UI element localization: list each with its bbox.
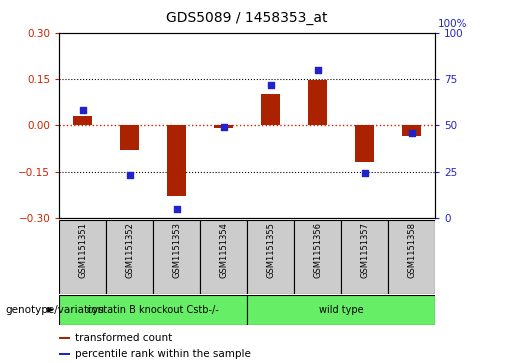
Bar [341, 220, 388, 294]
Point [173, 205, 181, 211]
Text: GSM1151354: GSM1151354 [219, 222, 228, 278]
Text: cystatin B knockout Cstb-/-: cystatin B knockout Cstb-/- [88, 305, 219, 315]
Text: GDS5089 / 1458353_at: GDS5089 / 1458353_at [166, 11, 328, 25]
Text: GSM1151352: GSM1151352 [125, 222, 134, 278]
Bar [261, 94, 280, 125]
Text: genotype/variation: genotype/variation [5, 305, 104, 315]
Bar [59, 337, 70, 339]
Point [79, 107, 87, 113]
Bar [355, 125, 374, 162]
Bar [59, 354, 70, 355]
Point [360, 171, 369, 176]
Bar [247, 295, 435, 325]
Text: 100%: 100% [438, 19, 467, 29]
Bar [73, 116, 92, 125]
Point [267, 82, 275, 87]
Bar [121, 125, 139, 150]
Bar [59, 220, 106, 294]
Bar [167, 125, 186, 196]
Text: GSM1151355: GSM1151355 [266, 222, 275, 278]
Text: GSM1151351: GSM1151351 [78, 222, 87, 278]
Text: wild type: wild type [319, 305, 364, 315]
Bar [388, 220, 435, 294]
Text: GSM1151357: GSM1151357 [360, 222, 369, 278]
Point [126, 172, 134, 178]
Bar [59, 295, 247, 325]
Bar [106, 220, 153, 294]
Bar [153, 220, 200, 294]
Bar [308, 81, 327, 125]
Text: transformed count: transformed count [75, 333, 172, 343]
Text: GSM1151356: GSM1151356 [313, 222, 322, 278]
Point [407, 130, 416, 135]
Text: percentile rank within the sample: percentile rank within the sample [75, 350, 251, 359]
Bar [200, 220, 247, 294]
Text: GSM1151353: GSM1151353 [172, 222, 181, 278]
Text: GSM1151358: GSM1151358 [407, 222, 416, 278]
Point [219, 124, 228, 130]
Point [314, 67, 322, 73]
Bar [294, 220, 341, 294]
Bar [247, 220, 294, 294]
Bar [214, 125, 233, 129]
Bar [402, 125, 421, 136]
